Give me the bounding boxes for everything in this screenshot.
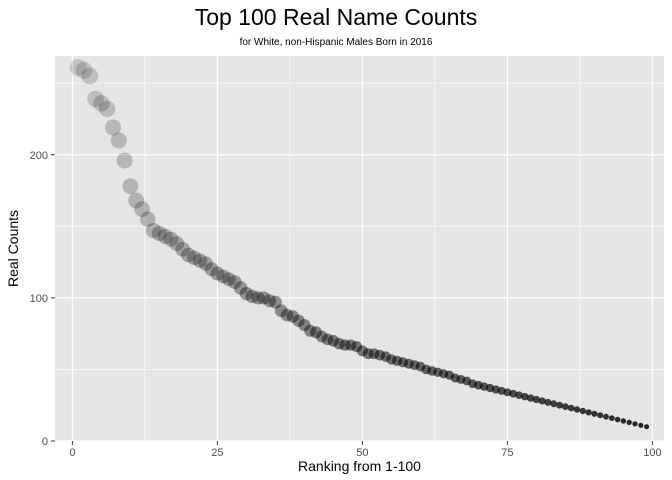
data-point xyxy=(591,410,598,417)
data-point xyxy=(181,247,196,263)
data-point xyxy=(134,201,150,217)
data-point xyxy=(87,90,104,108)
data-point xyxy=(239,286,254,301)
data-point xyxy=(257,291,271,305)
data-point xyxy=(562,403,569,411)
data-point xyxy=(632,421,638,427)
data-point xyxy=(538,397,546,405)
data-point xyxy=(192,253,208,268)
data-point xyxy=(175,241,191,257)
data-point xyxy=(608,415,615,421)
data-point xyxy=(227,275,242,289)
data-point xyxy=(620,418,627,424)
data-point xyxy=(163,231,179,247)
data-point xyxy=(532,395,541,404)
plot-panel xyxy=(55,56,664,441)
data-point xyxy=(286,310,300,323)
data-point xyxy=(585,409,592,416)
data-point xyxy=(521,392,529,401)
data-point xyxy=(573,406,581,413)
y-axis-title: Real Counts xyxy=(5,210,21,287)
data-point xyxy=(280,308,294,322)
data-point xyxy=(321,333,334,346)
data-point xyxy=(104,119,122,136)
data-point xyxy=(169,236,185,251)
x-tick-label: 0 xyxy=(69,447,75,459)
x-tick-label: 100 xyxy=(643,447,661,459)
data-point xyxy=(81,67,99,85)
x-tick-label: 75 xyxy=(501,447,513,459)
data-point xyxy=(603,413,609,420)
data-point xyxy=(110,132,127,149)
data-point xyxy=(626,419,632,426)
data-point xyxy=(292,314,305,327)
major-gridlines xyxy=(55,56,664,442)
data-point xyxy=(157,228,173,244)
chart-subtitle: for White, non-Hispanic Males Born in 20… xyxy=(239,37,433,48)
data-point xyxy=(315,330,328,343)
data-point xyxy=(251,291,265,305)
data-point xyxy=(614,416,621,423)
data-point xyxy=(526,394,535,402)
data-point xyxy=(339,339,351,351)
data-point xyxy=(268,295,282,309)
data-point xyxy=(304,324,317,337)
data-point xyxy=(99,100,116,118)
data-point xyxy=(245,289,259,304)
axis-ticks: 0 25 50 75 100 0 100 200 xyxy=(30,150,662,459)
minor-gridlines xyxy=(55,56,664,441)
data-point xyxy=(345,339,357,351)
y-tick-label: 100 xyxy=(30,293,48,305)
data-point xyxy=(515,391,523,400)
data-point xyxy=(333,337,345,350)
data-point xyxy=(274,304,288,318)
data-point xyxy=(222,272,236,287)
data-point xyxy=(638,422,644,428)
data-point xyxy=(151,225,168,242)
data-point xyxy=(233,281,248,295)
data-point xyxy=(216,269,231,284)
data-point xyxy=(544,398,552,406)
x-tick-label: 50 xyxy=(356,447,368,459)
chart-title: Top 100 Real Name Counts xyxy=(194,4,478,30)
data-point xyxy=(567,404,575,412)
data-point xyxy=(550,400,558,408)
data-point xyxy=(69,58,87,76)
data-point xyxy=(93,94,110,112)
data-point xyxy=(310,326,322,339)
data-point xyxy=(140,211,156,227)
data-point xyxy=(75,61,93,79)
data-point xyxy=(263,294,277,308)
data-point xyxy=(597,412,604,419)
data-points xyxy=(69,58,650,430)
x-tick-label: 25 xyxy=(211,447,223,459)
data-point xyxy=(327,335,340,347)
data-point xyxy=(198,256,213,271)
y-tick-label: 0 xyxy=(42,436,48,448)
data-point xyxy=(122,178,139,195)
data-point xyxy=(509,389,518,398)
y-tick-label: 200 xyxy=(30,150,48,162)
data-point xyxy=(210,266,225,281)
data-point xyxy=(644,424,650,430)
x-axis-title: Ranking from 1-100 xyxy=(298,458,421,474)
data-point xyxy=(186,250,202,266)
data-point xyxy=(556,401,564,409)
data-point xyxy=(204,262,219,277)
data-point xyxy=(579,407,586,415)
data-point xyxy=(298,318,311,332)
data-point xyxy=(128,192,145,209)
data-point xyxy=(145,222,162,239)
data-point xyxy=(116,152,133,169)
